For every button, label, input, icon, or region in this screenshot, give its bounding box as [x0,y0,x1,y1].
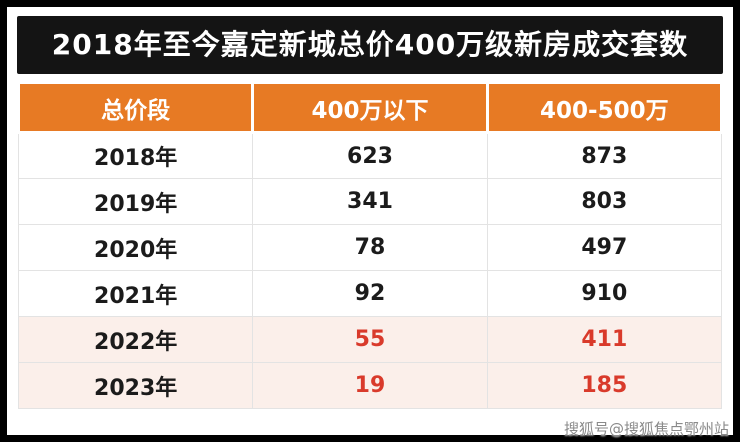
header-cell-400-500: 400-500万 [485,81,724,134]
value-cell: 78 [252,224,488,271]
page-title: 2018年至今嘉定新城总价400万级新房成交套数 [17,16,723,74]
year-cell: 2021年 [17,270,254,317]
value-cell: 411 [486,316,723,363]
table-row-2022: 2022年 55 411 [17,316,723,363]
value-cell: 185 [486,362,723,409]
year-cell: 2018年 [17,132,254,179]
year-cell: 2020年 [17,224,254,271]
data-table: 总价段 400万以下 400-500万 2018年 623 873 2019年 … [16,81,724,409]
header-cell-below-400: 400万以下 [251,81,489,134]
header-cell-price-range: 总价段 [16,81,255,134]
value-cell: 92 [252,270,488,317]
value-cell: 803 [486,178,723,225]
year-cell: 2019年 [17,178,254,225]
table-row-2020: 2020年 78 497 [17,224,723,271]
value-cell: 910 [486,270,723,317]
table-row-2018: 2018年 623 873 [17,132,723,179]
value-cell: 873 [486,132,723,179]
value-cell: 341 [252,178,488,225]
table-row-2023: 2023年 19 185 [17,362,723,409]
table-row-2021: 2021年 92 910 [17,270,723,317]
watermark: 搜狐号@搜狐焦点鄂州站 [563,420,729,438]
value-cell: 497 [486,224,723,271]
value-cell: 19 [252,362,488,409]
table-row-2019: 2019年 341 803 [17,178,723,225]
year-cell: 2022年 [17,316,254,363]
value-cell: 55 [252,316,488,363]
year-cell: 2023年 [17,362,254,409]
header-row: 总价段 400万以下 400-500万 [16,81,724,134]
value-cell: 623 [252,132,488,179]
